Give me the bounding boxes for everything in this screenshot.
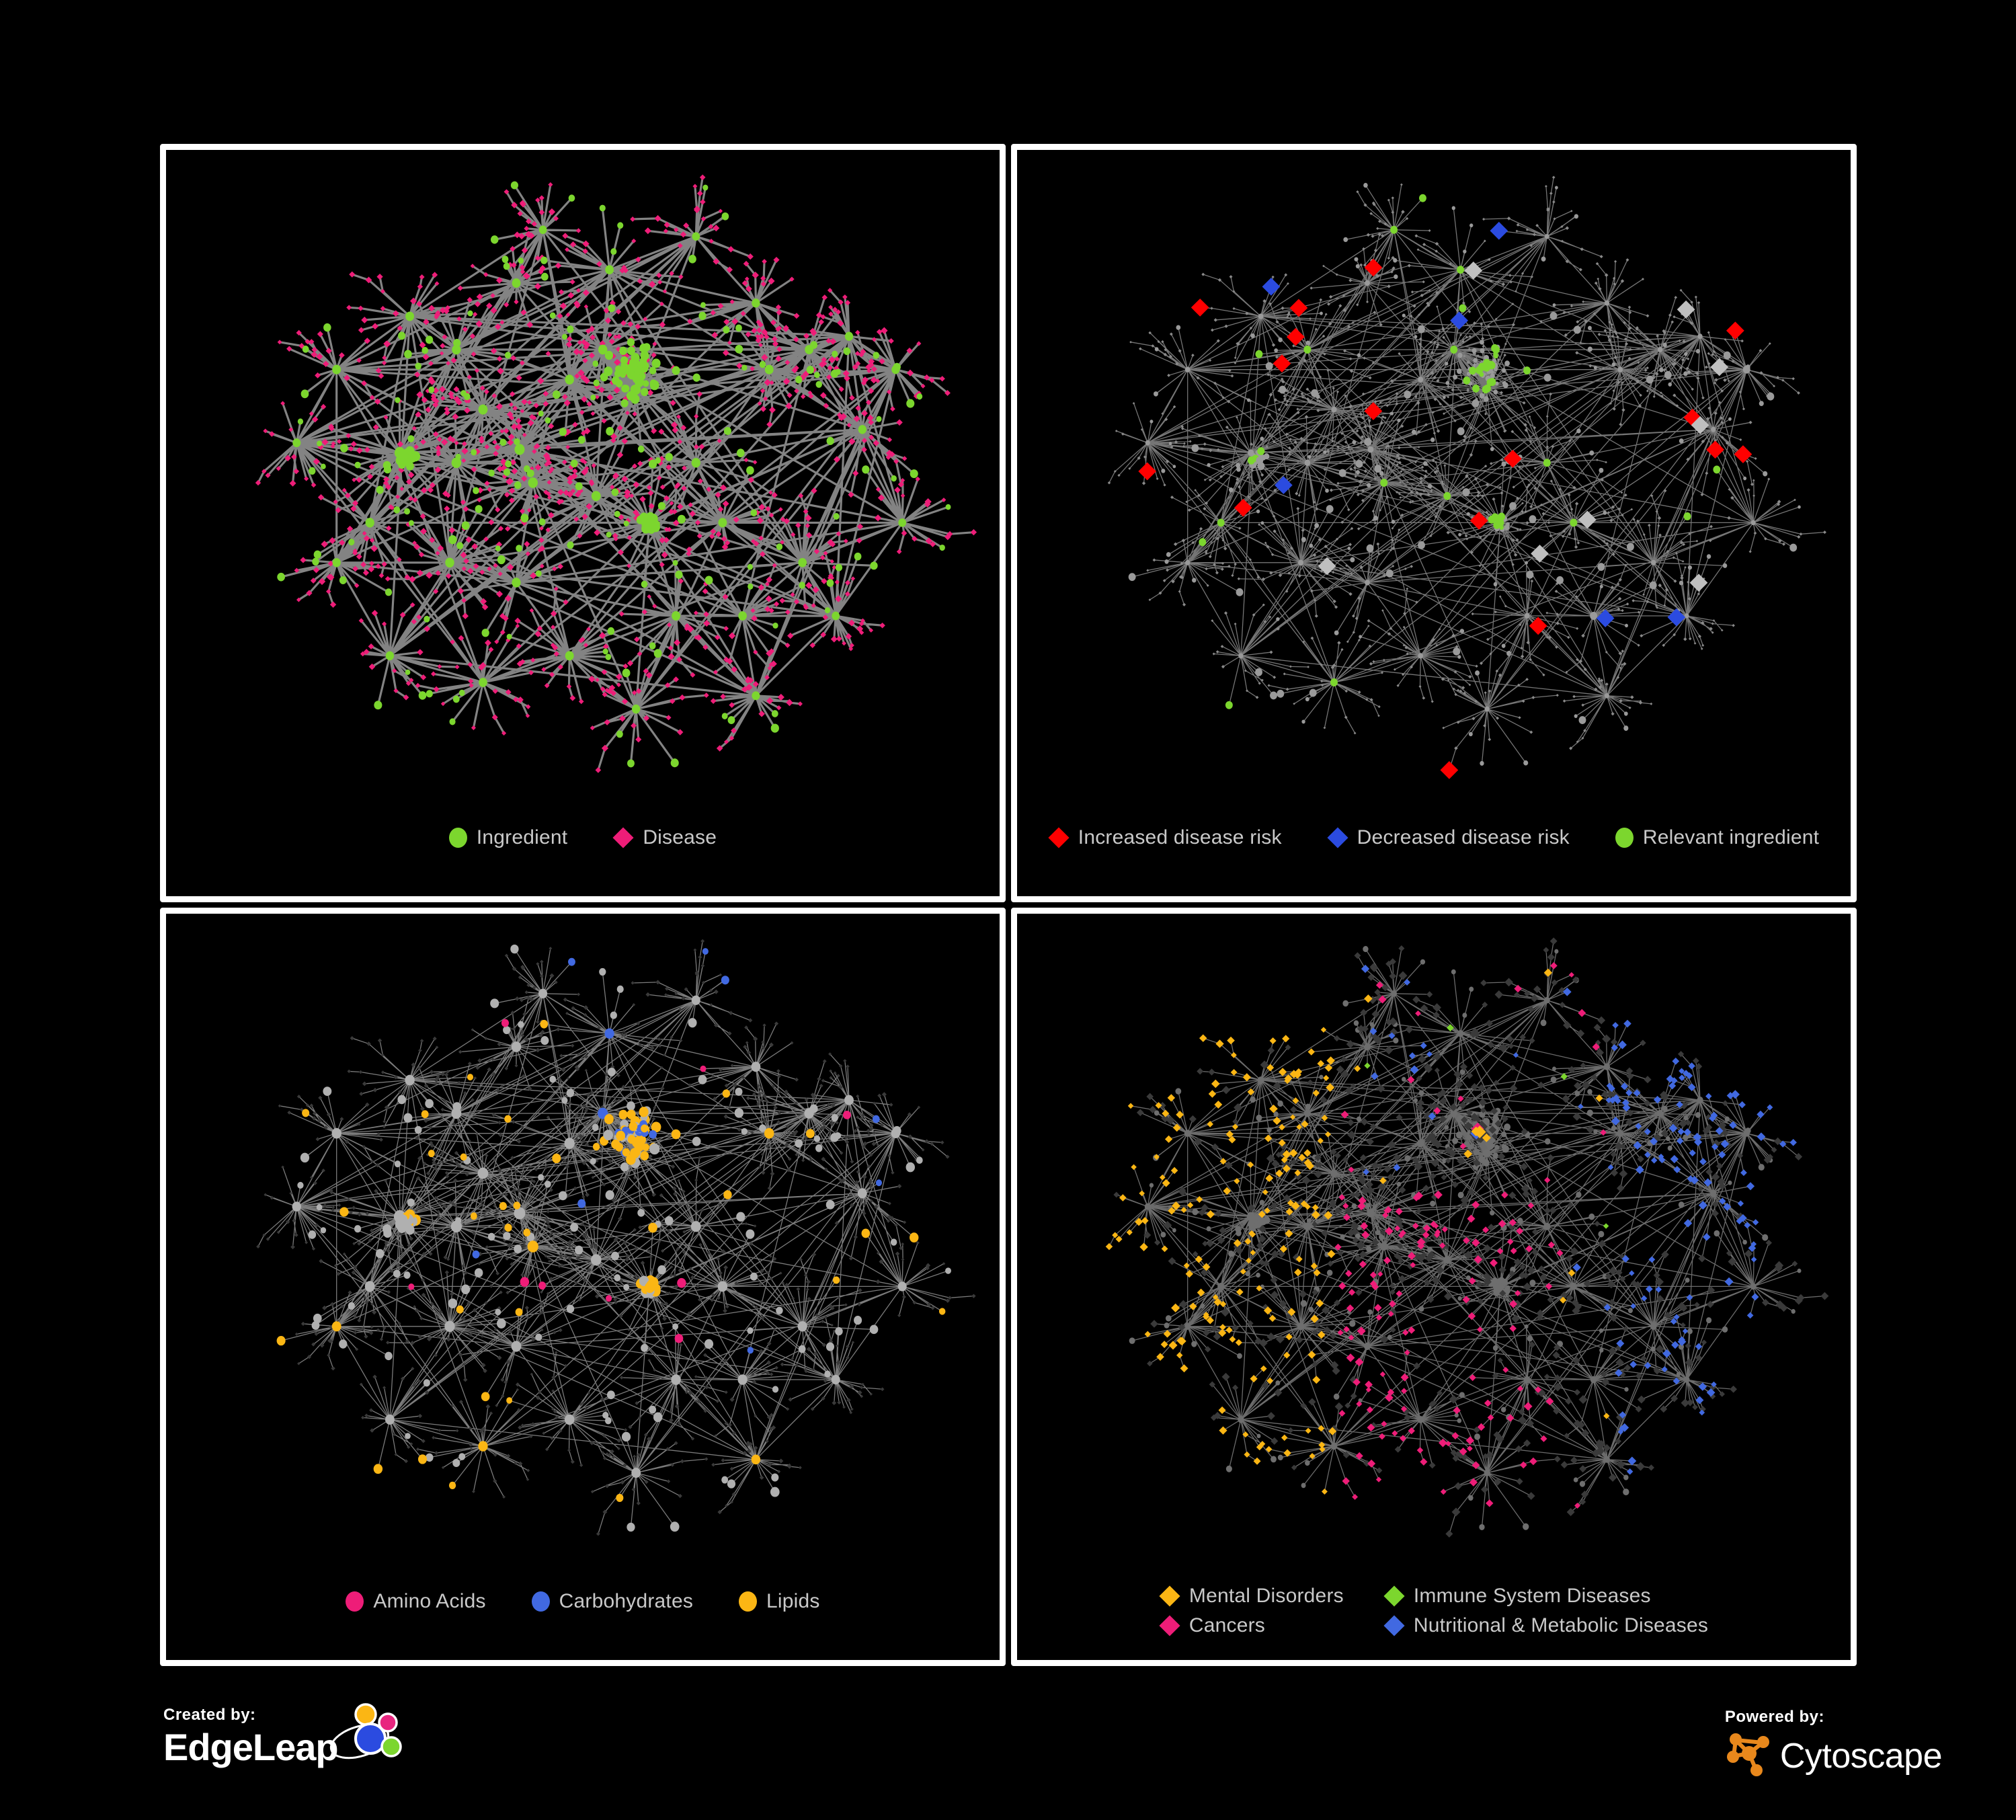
immune-system-diseases-marker-icon (1383, 1585, 1405, 1607)
nutritional-metabolic-marker-icon (1383, 1615, 1405, 1636)
network-graph-2 (1107, 175, 1826, 779)
panel-disease-classes[interactable]: Mental Disorders Immune System Diseases … (1011, 908, 1857, 1666)
legend-item: Increased disease risk (1048, 826, 1282, 848)
panel-ingredient-disease[interactable]: Ingredient Disease (160, 144, 1006, 902)
legend-item: Lipids (739, 1591, 820, 1612)
panel-disease-risk[interactable]: Increased disease risk Decreased disease… (1011, 144, 1857, 902)
legend-label: Immune System Diseases (1413, 1585, 1651, 1607)
decreased-risk-marker-icon (1327, 827, 1348, 848)
network-canvas-3[interactable] (166, 914, 1000, 1579)
legend-label: Decreased disease risk (1357, 826, 1570, 848)
network-canvas-2[interactable] (1017, 150, 1851, 816)
network-canvas-4[interactable] (1017, 914, 1851, 1579)
created-by-kicker: Created by: (163, 1705, 256, 1724)
legend-item: Mental Disorders (1159, 1585, 1344, 1607)
powered-by-kicker: Powered by: (1724, 1708, 1825, 1726)
legend-label: Nutritional & Metabolic Diseases (1413, 1614, 1709, 1636)
edgeleap-logo-icon (329, 1697, 409, 1774)
network-canvas-1[interactable] (166, 150, 1000, 816)
legend-item: Decreased disease risk (1327, 826, 1570, 848)
increased-risk-marker-icon (1048, 827, 1070, 848)
legend-label: Disease (643, 826, 717, 848)
legend-label: Increased disease risk (1078, 826, 1282, 848)
legend-label: Ingredient (476, 826, 568, 848)
legend-panel-2: Increased disease risk Decreased disease… (1017, 816, 1851, 896)
cytoscape-logo-icon (1725, 1731, 1773, 1781)
amino-acids-marker-icon (346, 1591, 364, 1612)
legend-item: Carbohydrates (531, 1590, 694, 1612)
powered-by-cytoscape[interactable]: Powered by: (1724, 1708, 1943, 1781)
network-graph-4 (1105, 937, 1829, 1538)
edgeleap-wordmark: EdgeLeap (163, 1725, 339, 1768)
legend-item: Nutritional & Metabolic Diseases (1383, 1614, 1709, 1636)
lipids-marker-icon (739, 1591, 758, 1612)
footer: Created by: EdgeLeap Powered (0, 1681, 2016, 1820)
created-by-edgeleap[interactable]: Created by: EdgeLeap (163, 1697, 409, 1774)
network-graph-1 (255, 174, 977, 773)
disease-marker-icon (612, 827, 634, 848)
legend-item: Immune System Diseases (1383, 1585, 1708, 1607)
carbohydrates-marker-icon (531, 1591, 550, 1612)
legend-item: Ingredient (448, 826, 568, 848)
panel-ingredient-classes[interactable]: Amino Acids Carbohydrates Lipids (160, 908, 1006, 1666)
legend-panel-4: Mental Disorders Immune System Diseases … (1017, 1579, 1851, 1660)
panel-grid: Ingredient Disease Increased disease r (160, 144, 1857, 1675)
legend-label: Mental Disorders (1188, 1585, 1344, 1607)
cytoscape-wordmark: Cytoscape (1779, 1736, 1943, 1776)
legend-label: Amino Acids (373, 1590, 486, 1612)
legend-panel-1: Ingredient Disease (166, 816, 1000, 896)
legend-label: Lipids (766, 1590, 820, 1612)
legend-label: Relevant ingredient (1642, 826, 1820, 848)
ingredient-marker-icon (448, 828, 467, 848)
legend-item: Relevant ingredient (1615, 828, 1819, 848)
legend-item: Amino Acids (346, 1591, 485, 1612)
mental-disorders-marker-icon (1159, 1585, 1180, 1607)
cancers-marker-icon (1159, 1615, 1180, 1636)
legend-label: Cancers (1188, 1614, 1265, 1636)
legend-panel-3: Amino Acids Carbohydrates Lipids (166, 1579, 1000, 1660)
legend-item: Cancers (1159, 1614, 1344, 1636)
legend-item: Disease (612, 826, 717, 848)
network-graph-3 (256, 939, 976, 1536)
relevant-ingredient-marker-icon (1615, 828, 1634, 848)
legend-label: Carbohydrates (559, 1590, 694, 1612)
